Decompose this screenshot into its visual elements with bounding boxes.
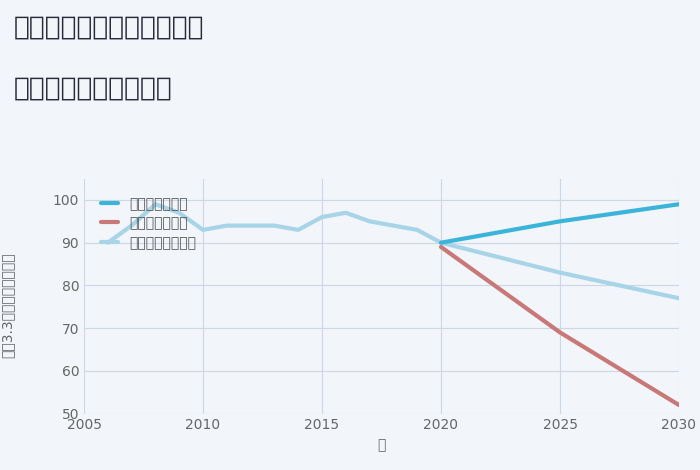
ノーマルシナリオ [365,219,374,224]
グッドシナリオ [437,240,445,245]
ノーマルシナリオ [127,223,136,228]
ノーマルシナリオ [342,210,350,216]
Text: 兵庫県姫路市飾磨区玉地の: 兵庫県姫路市飾磨区玉地の [14,14,204,40]
ノーマルシナリオ [389,223,398,228]
ノーマルシナリオ [104,240,112,245]
Legend: グッドシナリオ, バッドシナリオ, ノーマルシナリオ: グッドシナリオ, バッドシナリオ, ノーマルシナリオ [97,193,200,254]
ノーマルシナリオ [675,296,683,301]
ノーマルシナリオ [437,240,445,245]
ノーマルシナリオ [175,210,183,216]
ノーマルシナリオ [413,227,421,233]
ノーマルシナリオ [223,223,231,228]
ノーマルシナリオ [246,223,255,228]
ノーマルシナリオ [294,227,302,233]
グッドシナリオ [675,202,683,207]
Text: 平（3.3㎡）単価（万円）: 平（3.3㎡）単価（万円） [0,253,14,358]
ノーマルシナリオ [151,202,160,207]
ノーマルシナリオ [318,214,326,220]
バッドシナリオ [556,329,564,335]
X-axis label: 年: 年 [377,438,386,452]
ノーマルシナリオ [556,270,564,275]
Line: バッドシナリオ: バッドシナリオ [441,247,679,405]
ノーマルシナリオ [270,223,279,228]
Line: ノーマルシナリオ: ノーマルシナリオ [108,204,679,298]
バッドシナリオ [437,244,445,250]
Line: グッドシナリオ: グッドシナリオ [441,204,679,243]
ノーマルシナリオ [199,227,207,233]
バッドシナリオ [675,402,683,408]
Text: 中古戸建ての価格推移: 中古戸建ての価格推移 [14,75,173,101]
グッドシナリオ [556,219,564,224]
